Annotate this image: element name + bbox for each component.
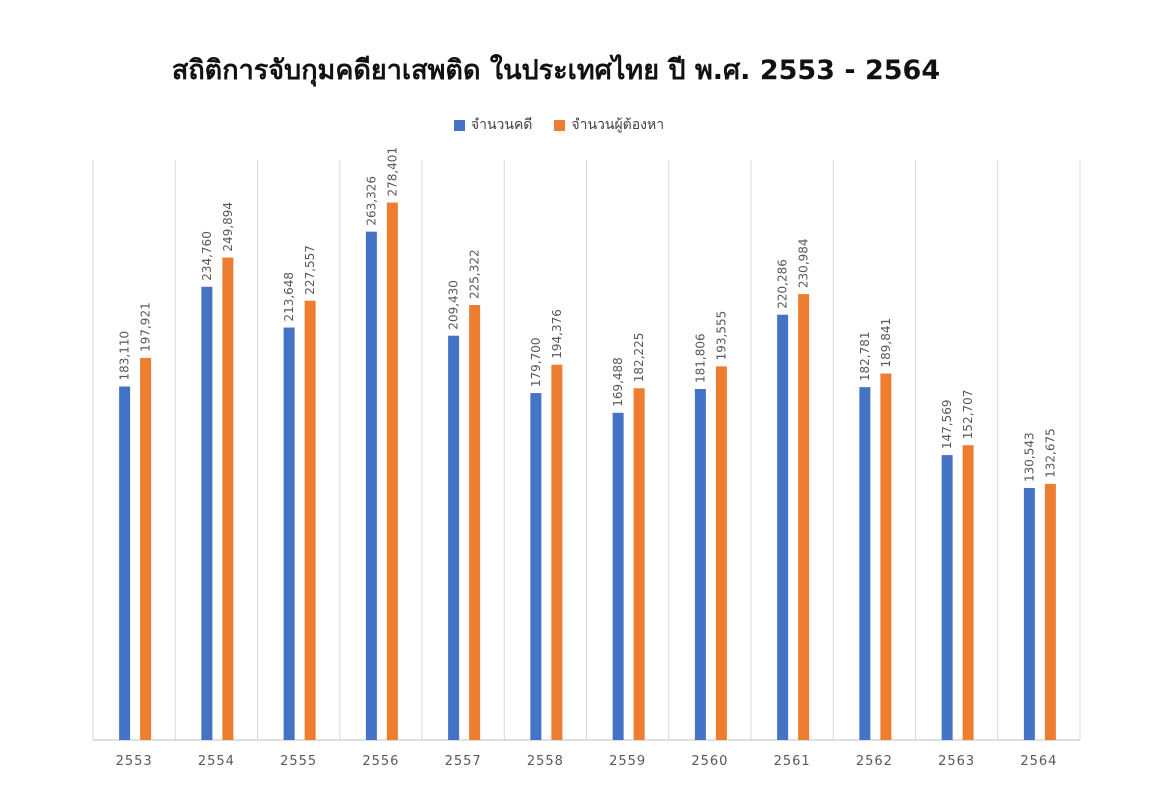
- data-label-suspects: 249,894: [221, 202, 235, 252]
- bar-suspects: [880, 373, 892, 740]
- bar-suspects: [386, 202, 398, 740]
- bar-suspects: [962, 445, 974, 740]
- x-tick-label: 2559: [609, 754, 646, 769]
- legend-label-suspects: จำนวนผู้ต้องหา: [571, 117, 665, 133]
- legend-swatch-suspects: [554, 119, 566, 131]
- data-label-suspects: 278,401: [385, 147, 399, 197]
- bar-cases: [1023, 487, 1035, 740]
- x-tick-label: 2553: [116, 754, 153, 769]
- x-tick-label: 2554: [198, 754, 235, 769]
- data-label-suspects: 230,984: [797, 238, 811, 288]
- data-label-suspects: 227,557: [303, 245, 317, 295]
- bar-cases: [859, 387, 871, 740]
- bar-suspects: [469, 305, 481, 740]
- data-label-suspects: 152,707: [961, 390, 975, 440]
- data-label-suspects: 132,675: [1043, 428, 1057, 478]
- legend: จำนวนคดี จำนวนผู้ต้องหา: [0, 114, 1118, 136]
- data-label-cases: 169,488: [611, 357, 625, 407]
- x-tick-label: 2560: [691, 754, 728, 769]
- data-label-suspects: 225,322: [468, 249, 482, 299]
- data-label-cases: 179,700: [529, 337, 543, 387]
- x-tick-label: 2556: [362, 754, 399, 769]
- bar-suspects: [140, 357, 152, 740]
- data-label-cases: 130,543: [1022, 432, 1036, 482]
- legend-label-cases: จำนวนคดี: [470, 117, 533, 133]
- x-tick-label: 2555: [280, 754, 317, 769]
- data-label-cases: 183,110: [118, 331, 132, 381]
- legend-swatch-cases: [453, 119, 465, 131]
- data-label-cases: 147,569: [940, 399, 954, 449]
- bar-suspects: [222, 257, 234, 740]
- bar-suspects: [551, 364, 563, 740]
- x-tick-label: 2562: [856, 754, 893, 769]
- x-tick-label: 2558: [527, 754, 564, 769]
- bar-cases: [941, 455, 953, 740]
- x-tick-label: 2564: [1020, 754, 1057, 769]
- bar-suspects: [1044, 483, 1056, 740]
- data-label-cases: 263,326: [364, 176, 378, 226]
- bar-suspects: [798, 294, 810, 740]
- bar-cases: [283, 327, 295, 740]
- x-tick-label: 2557: [445, 754, 482, 769]
- bar-cases: [201, 286, 213, 740]
- legend-entry-cases: จำนวนคดี: [453, 114, 533, 136]
- data-label-suspects: 182,225: [632, 333, 646, 383]
- bar-cases: [365, 231, 377, 740]
- bar-cases: [530, 393, 542, 740]
- bar-suspects: [633, 388, 645, 740]
- data-label-cases: 182,781: [858, 332, 872, 382]
- data-label-cases: 181,806: [693, 333, 707, 383]
- data-label-cases: 220,286: [776, 259, 790, 309]
- data-label-suspects: 197,921: [139, 302, 153, 352]
- bar-cases: [777, 314, 789, 740]
- x-tick-label: 2563: [938, 754, 975, 769]
- bar-cases: [448, 335, 460, 740]
- data-label-cases: 209,430: [447, 280, 461, 330]
- bar-cases: [694, 389, 706, 740]
- x-tick-label: 2561: [774, 754, 811, 769]
- legend-entry-suspects: จำนวนผู้ต้องหา: [554, 114, 664, 136]
- chart-title: สถิติการจับกุมคดียาเสพติด ในประเทศไทย ปี…: [171, 55, 941, 86]
- bar-cases: [612, 412, 624, 740]
- bar-suspects: [304, 300, 316, 740]
- bar-cases: [119, 386, 131, 740]
- data-label-suspects: 189,841: [879, 318, 893, 368]
- data-label-suspects: 193,555: [714, 311, 728, 361]
- bar-suspects: [715, 366, 727, 740]
- data-label-cases: 213,648: [282, 272, 296, 322]
- data-label-suspects: 194,376: [550, 309, 564, 359]
- data-label-cases: 234,760: [200, 231, 214, 281]
